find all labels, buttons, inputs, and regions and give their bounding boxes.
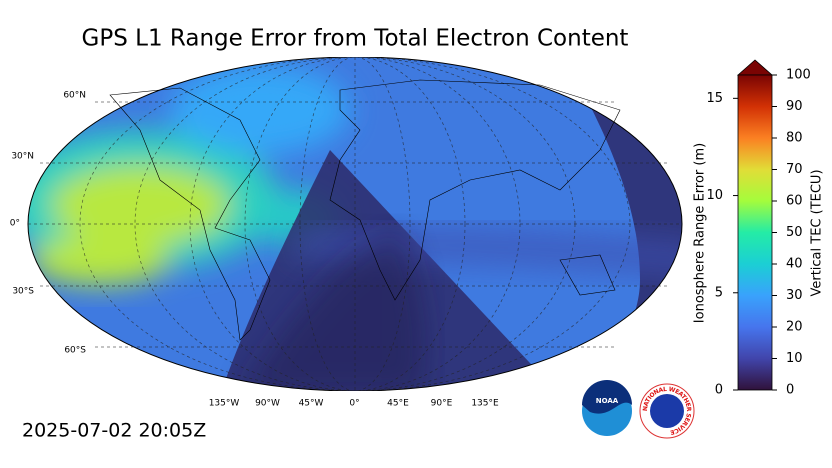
noaa-text: NOAA xyxy=(596,397,619,405)
map xyxy=(27,57,683,391)
right-tick-label: 80 xyxy=(786,131,803,146)
right-tick-label: 30 xyxy=(786,288,803,303)
noaa-logo: NOAA xyxy=(582,380,632,436)
lat-label: 30°N xyxy=(11,152,34,162)
title: GPS L1 Range Error from Total Electron C… xyxy=(82,26,629,52)
right-tick-label: 40 xyxy=(786,257,803,272)
right-tick-label: 90 xyxy=(786,99,803,114)
lat-label: 60°S xyxy=(64,346,86,356)
lat-labels: 60°N 30°N 0° 30°S 60°S xyxy=(10,91,87,356)
colorbar: 0 5 10 15 0 10 20 30 40 50 60 70 80 90 100 Ionosphere … xyxy=(693,59,825,398)
right-axis-label: Vertical TEC (TECU) xyxy=(810,169,825,296)
nws-logo: NATIONAL WEATHER SERVICE xyxy=(639,383,695,439)
lon-label: 45°E xyxy=(387,399,409,409)
lon-label: 90°W xyxy=(255,399,280,409)
left-axis-label: Ionosphere Range Error (m) xyxy=(693,143,708,323)
lat-label: 0° xyxy=(10,219,20,229)
left-tick-label: 0 xyxy=(715,383,723,398)
left-tick-label: 15 xyxy=(706,91,723,106)
lon-labels: 135°W 90°W 45°W 0° 45°E 90°E 135°E xyxy=(209,399,499,409)
lat-label: 30°S xyxy=(12,287,34,297)
lon-label: 45°W xyxy=(299,399,324,409)
left-tick-label: 5 xyxy=(715,285,723,300)
right-tick-label: 0 xyxy=(786,383,794,398)
right-tick-label: 60 xyxy=(786,194,803,209)
lon-label: 90°E xyxy=(431,399,453,409)
right-tick-label: 50 xyxy=(786,225,803,240)
left-tick-label: 10 xyxy=(706,188,723,203)
right-tick-label: 20 xyxy=(786,320,803,335)
right-tick-label: 10 xyxy=(786,351,803,366)
right-tick-label: 100 xyxy=(786,68,811,83)
lon-label: 135°E xyxy=(471,399,499,409)
lat-label: 60°N xyxy=(63,91,86,101)
right-tick-label: 70 xyxy=(786,162,803,177)
lon-label: 0° xyxy=(349,399,359,409)
lon-label: 135°W xyxy=(209,399,240,409)
timestamp: 2025-07-02 20:05Z xyxy=(22,420,206,442)
